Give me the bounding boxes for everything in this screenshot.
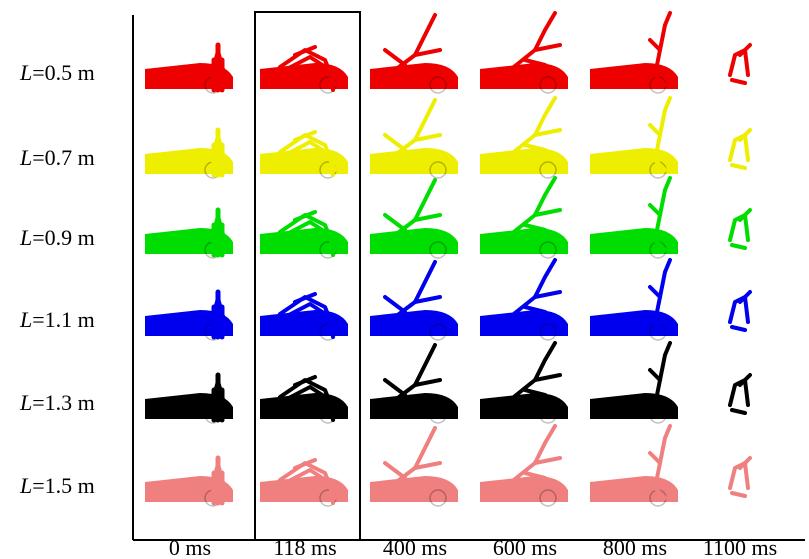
row-label: L=0.7 m [19,145,95,170]
row-variable: L [19,60,32,85]
snapshot [730,292,750,330]
row-variable: L [19,307,32,332]
snapshot [260,294,348,340]
row-variable: L [19,225,32,250]
car [370,393,458,419]
row-value: =1.5 m [32,473,95,498]
snapshot [260,212,348,258]
snapshot [370,100,458,178]
column-label: 0 ms [169,535,211,559]
snapshot [145,292,233,340]
pedestrian [385,297,405,312]
pedestrian [385,380,405,395]
snapshot [480,178,568,258]
snapshot [145,458,233,506]
snapshot [370,345,458,423]
snapshot [590,98,678,178]
row-variable: L [19,390,32,415]
pedestrian [732,493,745,496]
row-value: =1.3 m [32,390,95,415]
snapshot [370,428,458,506]
pedestrian [732,80,745,83]
row-label: L=1.3 m [19,390,95,415]
car [370,476,458,502]
pedestrian [385,463,405,478]
snapshot [260,377,348,423]
snapshot [260,132,348,178]
snapshot [730,210,750,248]
snapshot [145,130,233,178]
figure: L=0.5 mL=0.7 mL=0.9 mL=1.1 mL=1.3 mL=1.5… [0,0,809,559]
pedestrian [650,40,660,50]
row-value: =0.9 m [32,225,95,250]
snapshot [370,15,458,93]
column-label: 400 ms [383,535,447,559]
page: {"rows": [ {"variable": "L", "value": "=… [0,0,809,559]
car [480,63,568,89]
snapshot [145,375,233,423]
pedestrian [650,453,660,463]
column-label: 600 ms [493,535,557,559]
row-variable: L [19,145,32,170]
pedestrian [650,287,660,297]
snapshot [145,45,233,93]
column-label: 118 ms [273,535,336,559]
pedestrian [650,205,660,215]
snapshot [480,426,568,506]
row-value: =1.1 m [32,307,95,332]
snapshot [370,262,458,340]
car [370,228,458,254]
pedestrian [385,215,405,230]
pedestrian [385,135,405,150]
row-label: L=1.5 m [19,473,95,498]
snapshot [480,343,568,423]
snapshot [730,130,750,168]
snapshot [260,47,348,93]
snapshot [590,343,678,423]
pedestrian [732,327,745,330]
snapshot [480,98,568,178]
column-label: 1100 ms [703,535,777,559]
row-value: =0.5 m [32,60,95,85]
snapshot [145,210,233,258]
snapshot [730,458,750,496]
snapshot [590,178,678,258]
car [480,310,568,336]
car [370,148,458,174]
snapshot [370,180,458,258]
snapshot [730,45,750,83]
pedestrian [385,50,405,65]
row-variable: L [19,473,32,498]
row-value: =0.7 m [32,145,95,170]
snapshot [590,13,678,93]
pedestrian [650,125,660,135]
snapshot [260,460,348,506]
row-label: L=0.9 m [19,225,95,250]
snapshot [480,13,568,93]
pedestrian [732,245,745,248]
highlight-box [255,12,360,540]
row-label: L=1.1 m [19,307,95,332]
snapshots [145,13,750,506]
car [480,148,568,174]
row-label: L=0.5 m [19,60,95,85]
snapshot [590,260,678,340]
snapshot [730,375,750,413]
car [480,393,568,419]
pedestrian [732,410,745,413]
snapshot [480,260,568,340]
column-label: 800 ms [603,535,667,559]
car [480,476,568,502]
car [370,63,458,89]
pedestrian [732,165,745,168]
pedestrian [650,370,660,380]
car [370,310,458,336]
car [480,228,568,254]
snapshot [590,426,678,506]
